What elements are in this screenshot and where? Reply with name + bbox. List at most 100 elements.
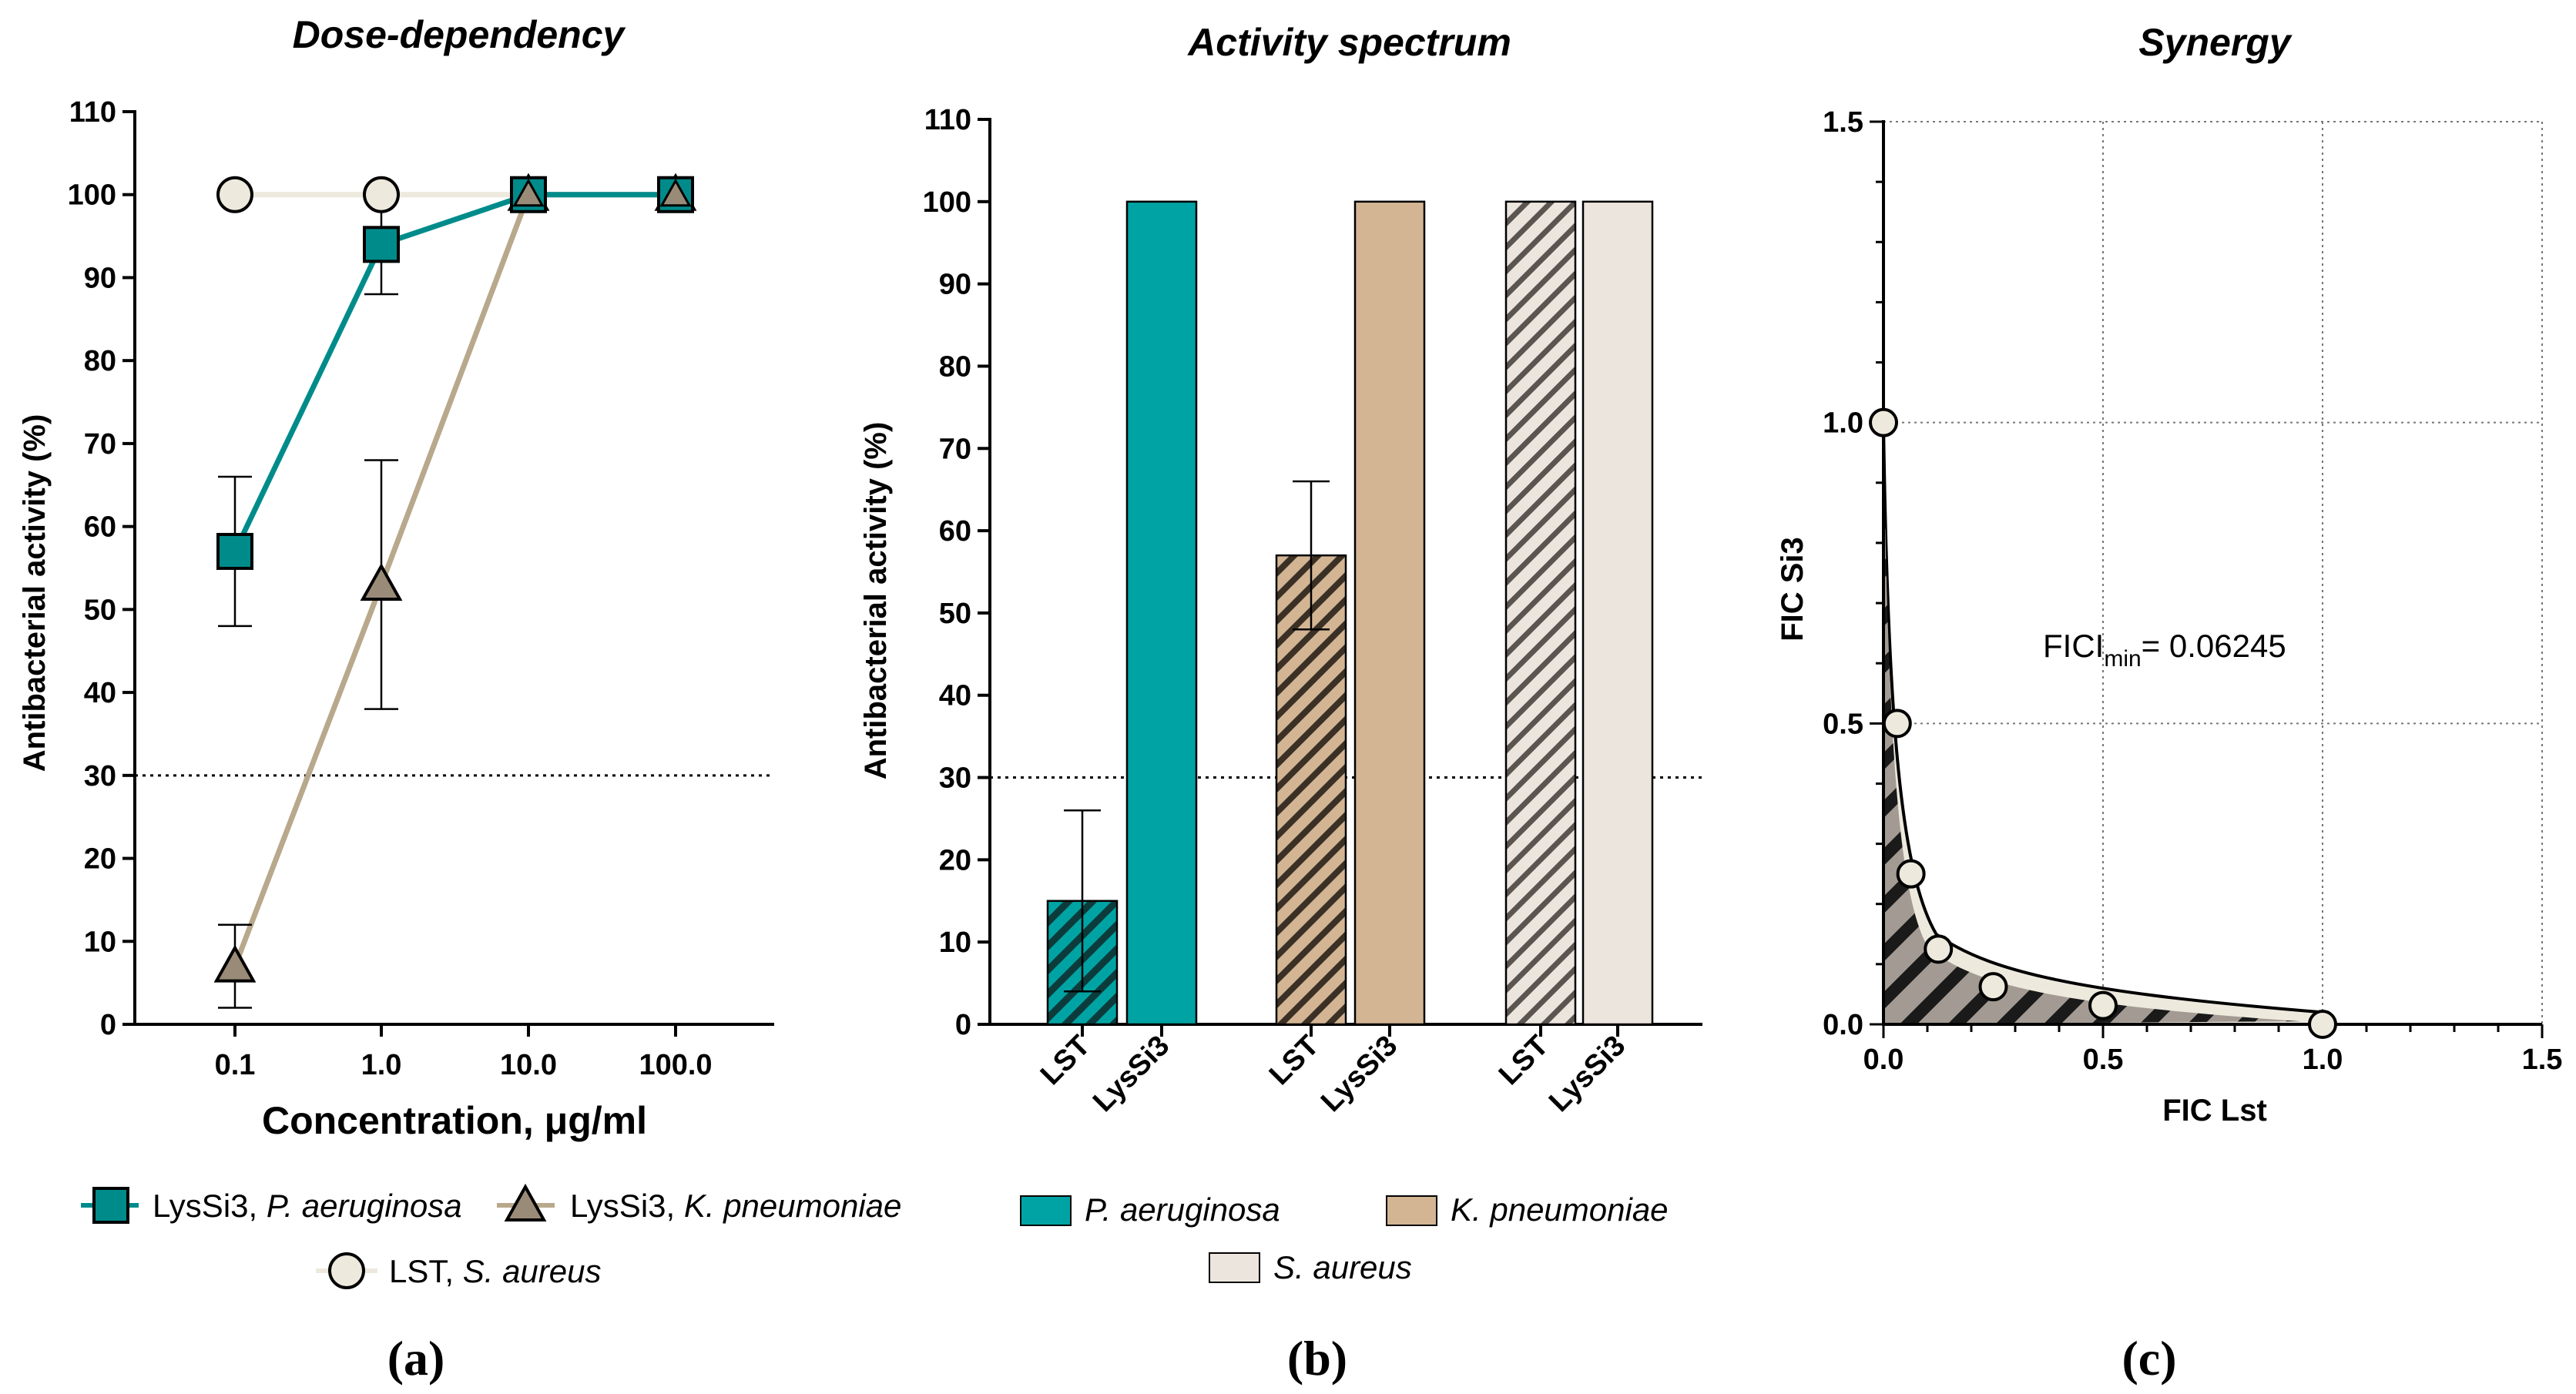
legend-swatch (1020, 1195, 1072, 1226)
x-tick-label: LST (1035, 1030, 1096, 1091)
y-tick-label: 20 (939, 844, 971, 876)
panel-c-xlabel: FIC Lst (2162, 1094, 2267, 1128)
legend-item-s-aureus: S. aureus (1209, 1249, 1412, 1285)
panel-label-c: (c) (2122, 1331, 2176, 1386)
data-point-square (363, 226, 400, 263)
fici-curve-outer (1882, 422, 2324, 1026)
data-point-circle (1896, 859, 1926, 889)
data-point-circle (216, 176, 253, 213)
data-point-circle (2088, 990, 2118, 1020)
legend-item-lyssi3-p-aeruginosa: LysSi3, P. aeruginosa (81, 1187, 462, 1224)
legend-square-marker (92, 1187, 129, 1224)
legend-swatch (1209, 1252, 1260, 1283)
y-tick-label: 1.5 (1823, 106, 1863, 139)
fici-annotation: FICImin= 0.06245 (2043, 628, 2286, 672)
y-tick-label: 10 (939, 927, 971, 959)
legend-label: K. pneumoniae (1451, 1191, 1669, 1228)
y-tick-label: 80 (84, 345, 116, 377)
legend-triangle-marker (504, 1183, 547, 1221)
data-point-triangle (360, 562, 403, 601)
y-tick-label: 90 (939, 269, 971, 301)
fici-curve-inner (1883, 422, 2301, 1024)
x-tick-label: LST (1493, 1030, 1555, 1091)
y-tick-label: 60 (84, 511, 116, 544)
panel-a-xlabel: Concentration, μg/ml (262, 1099, 647, 1142)
y-tick-label: 10 (84, 926, 116, 958)
y-tick-label: 70 (84, 428, 116, 461)
y-tick-label: 100 (68, 179, 116, 212)
x-tick-label: 1.0 (361, 1049, 402, 1081)
panel-a-dose-dependency: Dose-dependency 0 10 20 30 40 50 60 70 80 90 100 11… (18, 13, 774, 1142)
legend-panel-a: LysSi3, P. aeruginosa LysSi3, K. pneumon… (81, 1183, 901, 1289)
y-tick-label: 0 (955, 1009, 971, 1041)
data-point-circle (1882, 709, 1912, 739)
y-tick-label: 40 (84, 677, 116, 709)
x-tick-label: LST (1263, 1030, 1325, 1091)
data-point-triangle (659, 178, 692, 207)
panel-c-title: Synergy (2138, 21, 2293, 64)
data-point-square (216, 532, 253, 570)
y-tick-label: 30 (84, 760, 116, 793)
x-tick-label: 10.0 (500, 1049, 557, 1081)
y-tick-label: 110 (924, 104, 971, 136)
panel-a-ylabel: Antibacterial activity (%) (18, 414, 52, 772)
panel-b-activity-spectrum: Activity spectrum 0 10 20 30 40 50 60 70 80 90 100… (859, 21, 1702, 1118)
bar-lyssi3 (1125, 200, 1198, 1026)
legend-label: LysSi3, P. aeruginosa (153, 1188, 462, 1224)
y-tick-label: 70 (939, 433, 971, 465)
y-tick-label: 90 (84, 262, 116, 294)
panel-label-a: (a) (387, 1331, 445, 1386)
legend-swatch (1386, 1195, 1437, 1226)
y-tick-label: 60 (939, 515, 971, 548)
legend-label: LysSi3, K. pneumoniae (570, 1188, 901, 1224)
data-point-triangle (512, 178, 545, 207)
legend-label: P. aeruginosa (1085, 1191, 1280, 1228)
series-line-triangle (232, 192, 676, 967)
y-tick-label: 30 (939, 762, 971, 795)
x-tick-label: 0.1 (215, 1049, 256, 1081)
y-tick-label: 100 (923, 186, 971, 219)
data-point-circle (2308, 1010, 2337, 1039)
legend-panel-b: P. aeruginosa K. pneumoniae S. aureus (1020, 1191, 1669, 1285)
legend-item-lst-s-aureus: LST, S. aureus (316, 1252, 602, 1289)
y-tick-label: 80 (939, 350, 971, 383)
legend-label: S. aureus (1273, 1249, 1412, 1285)
y-tick-label: 1.0 (1823, 407, 1863, 440)
series-line-square (232, 192, 676, 553)
legend-item-k-pneumoniae: K. pneumoniae (1386, 1191, 1669, 1228)
legend-item-lyssi3-k-pneumoniae: LysSi3, K. pneumoniae (497, 1183, 901, 1224)
legend-item-p-aeruginosa: P. aeruginosa (1020, 1191, 1280, 1228)
y-tick-label: 0.5 (1823, 708, 1863, 740)
bar-lst (1504, 200, 1577, 1026)
bar-lyssi3 (1581, 200, 1654, 1026)
x-tick-label: LysSi3 (1087, 1030, 1176, 1118)
data-point-circle (1924, 934, 1954, 964)
y-tick-label: 0.0 (1823, 1009, 1863, 1041)
panel-b-ylabel: Antibacterial activity (%) (859, 422, 893, 780)
panel-c-synergy: Synergy 0.0 0.5 1.0 1.5 0.0 0.5 1.0 1.5 FIC Si3… (1776, 21, 2562, 1128)
legend-circle-marker (328, 1252, 365, 1289)
x-tick-label: LysSi3 (1543, 1030, 1632, 1118)
data-point-triangle (213, 944, 257, 983)
x-tick-label: 100.0 (639, 1049, 712, 1081)
bar-lst (1275, 554, 1347, 1026)
y-tick-label: 50 (84, 594, 116, 626)
x-tick-label: 1.0 (2303, 1044, 2343, 1076)
y-tick-label: 20 (84, 843, 116, 876)
panel-c-ylabel: FIC Si3 (1776, 537, 1810, 642)
data-point-circle (1978, 972, 2008, 1002)
panel-label-b: (b) (1287, 1331, 1347, 1386)
x-tick-label: 1.5 (2522, 1044, 2563, 1076)
data-point-circle (363, 176, 400, 213)
y-tick-label: 0 (100, 1009, 116, 1041)
y-tick-label: 50 (939, 598, 971, 630)
x-tick-label: 0.5 (2083, 1044, 2124, 1076)
legend-label: LST, S. aureus (389, 1253, 602, 1289)
panel-b-title: Activity spectrum (1186, 21, 1511, 64)
panel-a-title: Dose-dependency (293, 13, 626, 56)
y-tick-label: 110 (69, 96, 116, 129)
x-tick-label: 0.0 (1863, 1044, 1904, 1076)
data-point-circle (1869, 407, 1898, 437)
y-tick-label: 40 (939, 680, 971, 712)
